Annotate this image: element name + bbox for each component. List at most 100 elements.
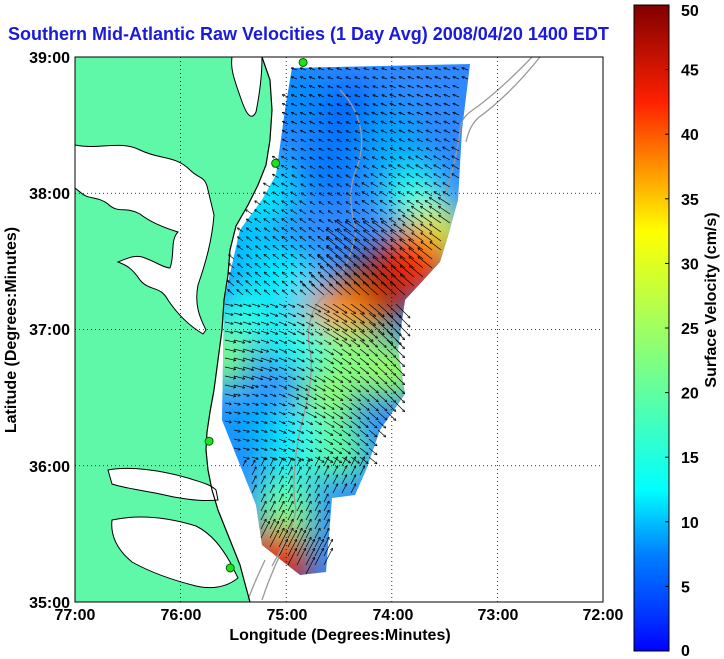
velocity-arrow (260, 476, 265, 485)
velocity-arrow (328, 86, 334, 89)
velocity-arrow (323, 466, 329, 476)
velocity-arrow (368, 366, 377, 374)
velocity-arrow (251, 384, 258, 387)
velocity-arrow (305, 438, 312, 442)
colorbar-tick-label: 30 (681, 256, 699, 273)
velocity-arrow (390, 113, 397, 116)
velocity-arrow (224, 403, 231, 404)
velocity-arrow (377, 339, 386, 347)
velocity-arrow (412, 207, 424, 215)
velocity-arrow (454, 130, 460, 134)
velocity-arrow (337, 95, 343, 98)
velocity-arrow (310, 157, 316, 161)
velocity-arrow (359, 321, 373, 332)
velocity-arrow (362, 192, 370, 197)
velocity-arrow (332, 466, 338, 476)
velocity-arrow (273, 255, 280, 260)
velocity-arrow (251, 447, 258, 450)
velocity-arrow (287, 531, 296, 548)
velocity-arrow (426, 113, 433, 116)
velocity-arrow (224, 303, 233, 306)
velocity-arrow (377, 312, 393, 326)
velocity-arrow (400, 239, 415, 251)
velocity-arrow (251, 429, 258, 432)
velocity-arrow (439, 215, 451, 224)
velocity-arrow (345, 238, 361, 251)
velocity-arrow (305, 467, 310, 476)
velocity-arrow (363, 265, 379, 278)
station-marker (225, 563, 235, 573)
velocity-arrow (283, 95, 289, 98)
velocity-arrow (346, 202, 352, 206)
velocity-arrow (224, 312, 233, 315)
velocity-arrow (292, 175, 298, 179)
velocity-arrow (421, 207, 433, 215)
velocity-arrow (435, 68, 442, 71)
velocity-arrow (274, 228, 280, 233)
velocity-arrow (296, 330, 304, 335)
velocity-arrow (305, 339, 313, 344)
velocity-arrow (273, 246, 280, 251)
velocity-arrow (346, 175, 352, 179)
velocity-arrow (341, 393, 351, 401)
velocity-arrow (260, 494, 265, 503)
velocity-vectors (224, 68, 469, 575)
velocity-arrow (256, 281, 262, 287)
velocity-arrow (435, 121, 442, 125)
velocity-arrow (242, 384, 253, 388)
velocity-arrow (301, 166, 307, 170)
velocity-arrow (350, 312, 364, 323)
velocity-arrow (305, 375, 316, 381)
velocity-arrow (346, 222, 361, 233)
velocity-arrow (407, 165, 415, 170)
velocity-arrow (282, 174, 289, 179)
velocity-arrow (373, 139, 379, 143)
velocity-arrow (416, 156, 424, 161)
velocity-arrow (373, 68, 379, 71)
velocity-arrow (301, 95, 307, 98)
velocity-arrow (377, 429, 385, 437)
velocity-arrow (395, 357, 404, 366)
velocity-arrow (251, 321, 260, 324)
velocity-arrow (269, 476, 274, 485)
velocity-arrow (260, 502, 266, 512)
velocity-arrow (309, 264, 316, 269)
chart-title: Southern Mid-Atlantic Raw Velocities (1 … (8, 24, 609, 44)
velocity-arrow (341, 348, 351, 355)
velocity-arrow (296, 529, 302, 539)
velocity-arrow (332, 475, 338, 485)
velocity-arrow (251, 366, 262, 370)
velocity-arrow (332, 447, 341, 454)
velocity-arrow (269, 348, 277, 352)
velocity-arrow (251, 411, 258, 414)
velocity-arrow (292, 157, 298, 161)
velocity-arrow (314, 411, 325, 418)
velocity-arrow (310, 202, 316, 206)
velocity-arrow (409, 139, 415, 143)
velocity-arrow (282, 157, 289, 161)
velocity-arrow (319, 149, 325, 152)
velocity-arrow (260, 520, 266, 530)
x-axis: 77:00 76:00 75:00 74:00 73:00 72:00 (55, 607, 624, 624)
velocity-arrow (380, 201, 388, 206)
velocity-arrow (368, 339, 377, 347)
velocity-arrow (347, 140, 352, 143)
velocity-arrow (314, 529, 320, 539)
velocity-arrow (305, 420, 312, 424)
velocity-arrow (296, 402, 307, 408)
velocity-arrow (373, 166, 379, 170)
velocity-arrow (346, 166, 352, 170)
velocity-arrow (287, 429, 295, 433)
velocity-arrow (305, 393, 316, 399)
velocity-arrow (319, 131, 325, 134)
velocity-arrow (287, 485, 292, 494)
velocity-arrow (242, 339, 251, 342)
velocity-arrow (229, 273, 235, 278)
velocity-arrow (403, 215, 415, 224)
velocity-arrow (305, 540, 314, 557)
velocity-arrow (323, 538, 329, 548)
grid-lines (75, 57, 603, 602)
velocity-arrow (301, 193, 307, 197)
velocity-arrow (395, 402, 404, 411)
velocity-arrow (314, 494, 319, 503)
